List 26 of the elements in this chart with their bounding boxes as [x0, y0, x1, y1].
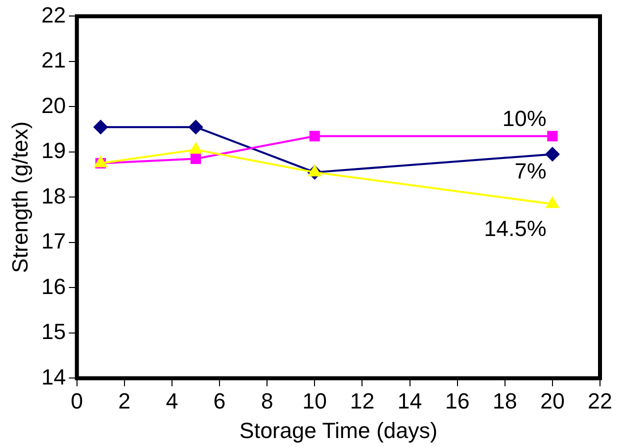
y-tick-label: 17 [41, 228, 66, 254]
y-tick-label: 15 [41, 319, 66, 344]
y-tick-label: 21 [41, 48, 66, 73]
y-tick-label: 16 [41, 274, 66, 299]
x-axis-title: Storage Time (days) [239, 418, 438, 443]
x-tick-label: 18 [492, 388, 518, 414]
x-tick-label: 10 [302, 388, 327, 414]
x-tick-label: 0 [70, 388, 83, 414]
x-tick-label: 16 [445, 388, 470, 414]
series-label: 14.5% [484, 216, 546, 242]
y-tick-label: 19 [41, 138, 66, 164]
x-tick-label: 4 [166, 388, 178, 414]
x-tick-label: 12 [350, 388, 374, 414]
series-label: 10% [502, 106, 546, 132]
x-tick-label: 20 [540, 388, 565, 414]
y-tick-label: 18 [41, 183, 66, 208]
x-tick-label: 6 [213, 388, 226, 414]
y-axis-title: Strength (g/tex) [7, 121, 32, 274]
y-tick-label: 20 [41, 92, 66, 118]
y-tick-label: 14 [41, 364, 66, 390]
x-tick-label: 8 [260, 388, 274, 414]
x-tick-label: 14 [398, 388, 422, 414]
x-tick-label: 22 [588, 388, 612, 414]
series-label: 7% [514, 158, 546, 184]
y-tick-label: 22 [41, 2, 66, 28]
x-tick-label: 2 [118, 388, 131, 414]
